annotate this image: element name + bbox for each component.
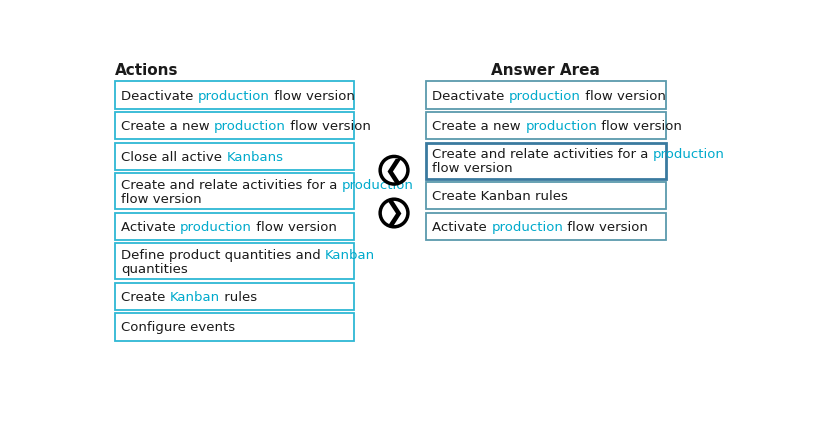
Text: ❯: ❯ [384, 201, 404, 226]
Text: Create and relate activities for a: Create and relate activities for a [432, 148, 653, 161]
Text: flow version: flow version [432, 162, 513, 175]
Bar [426, 183, 666, 210]
Bar [115, 143, 355, 170]
Text: Define product quantities and: Define product quantities and [121, 248, 325, 261]
Text: production: production [198, 89, 270, 102]
Text: production: production [214, 120, 285, 133]
Bar [115, 174, 355, 210]
Bar [115, 283, 355, 310]
Text: production: production [342, 178, 413, 191]
Text: production: production [526, 120, 597, 133]
Bar [426, 113, 666, 140]
Bar [426, 143, 666, 179]
Text: Kanbans: Kanbans [226, 150, 283, 164]
Text: production: production [492, 220, 563, 233]
Text: Kanban: Kanban [325, 248, 375, 261]
Bar [426, 82, 666, 109]
Text: Create a new: Create a new [121, 120, 214, 133]
Text: flow version: flow version [121, 193, 201, 205]
Bar [426, 213, 666, 240]
Ellipse shape [380, 200, 408, 227]
Text: production: production [509, 89, 581, 102]
Text: flow version: flow version [563, 220, 648, 233]
Text: Actions: Actions [115, 63, 178, 78]
Text: Activate: Activate [432, 220, 492, 233]
Text: production: production [653, 148, 725, 161]
Text: Create Kanban rules: Create Kanban rules [432, 190, 568, 203]
Bar [115, 314, 355, 341]
Text: rules: rules [219, 290, 257, 303]
Text: Answer Area: Answer Area [492, 63, 601, 78]
Text: Activate: Activate [121, 220, 180, 233]
Ellipse shape [380, 157, 408, 184]
Text: ❮: ❮ [384, 158, 404, 183]
Text: Deactivate: Deactivate [121, 89, 198, 102]
Text: Create a new: Create a new [432, 120, 526, 133]
Text: production: production [180, 220, 252, 233]
Bar [115, 113, 355, 140]
Bar [115, 244, 355, 280]
Text: flow version: flow version [581, 89, 666, 102]
Bar [115, 213, 355, 240]
Text: Configure events: Configure events [121, 321, 235, 334]
Text: flow version: flow version [252, 220, 337, 233]
Text: Deactivate: Deactivate [432, 89, 509, 102]
Text: flow version: flow version [285, 120, 370, 133]
Text: Close all active: Close all active [121, 150, 226, 164]
Text: Kanban: Kanban [170, 290, 219, 303]
Text: flow version: flow version [597, 120, 682, 133]
Bar [115, 82, 355, 109]
Text: flow version: flow version [270, 89, 355, 102]
Text: Create: Create [121, 290, 170, 303]
Text: Create and relate activities for a: Create and relate activities for a [121, 178, 342, 191]
Text: quantities: quantities [121, 262, 188, 276]
